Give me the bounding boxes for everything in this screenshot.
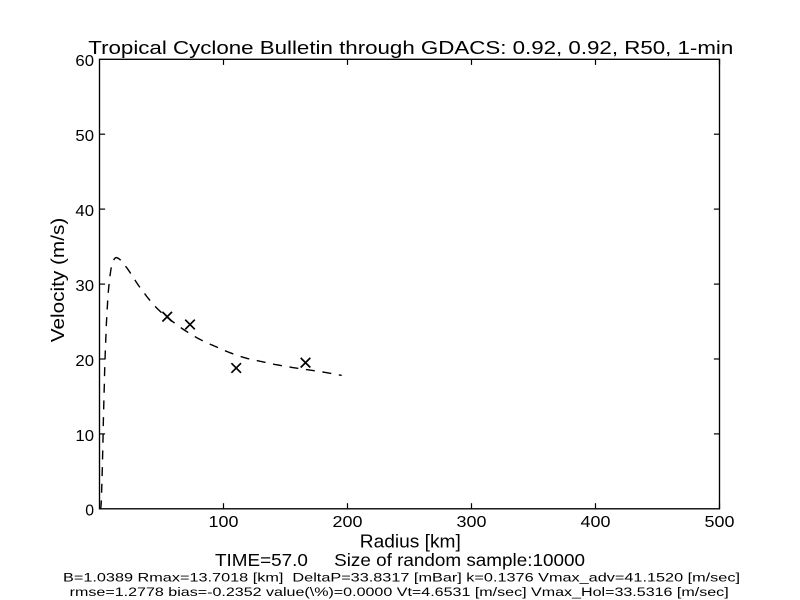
svg-text:50: 50 — [75, 128, 94, 145]
svg-text:Radius [km]: Radius [km] — [360, 531, 461, 551]
svg-text:400: 400 — [581, 514, 611, 531]
svg-text:20: 20 — [75, 353, 94, 370]
svg-text:30: 30 — [75, 278, 94, 295]
svg-text:TIME=57.0 Size of random s: TIME=57.0 Size of random sample:10000 — [215, 550, 585, 570]
svg-text:Velocity (m/s): Velocity (m/s) — [48, 218, 68, 343]
svg-text:Tropical Cyclone Bulletin thro: Tropical Cyclone Bulletin through GDACS:… — [88, 37, 733, 58]
svg-text:0: 0 — [85, 503, 94, 520]
svg-text:200: 200 — [333, 514, 363, 531]
svg-text:100: 100 — [209, 514, 239, 531]
svg-text:300: 300 — [457, 514, 487, 531]
svg-text:60: 60 — [75, 53, 94, 70]
svg-text:10: 10 — [75, 428, 94, 445]
svg-text:40: 40 — [75, 203, 94, 220]
svg-text:B=1.0389 Rmax=13.7018 [km] De: B=1.0389 Rmax=13.7018 [km] DeltaP=33.831… — [63, 570, 740, 584]
svg-text:rmse=1.2778 bias=-0.2352 value: rmse=1.2778 bias=-0.2352 value(\%)=0.000… — [70, 585, 729, 599]
svg-text:500: 500 — [705, 514, 735, 531]
